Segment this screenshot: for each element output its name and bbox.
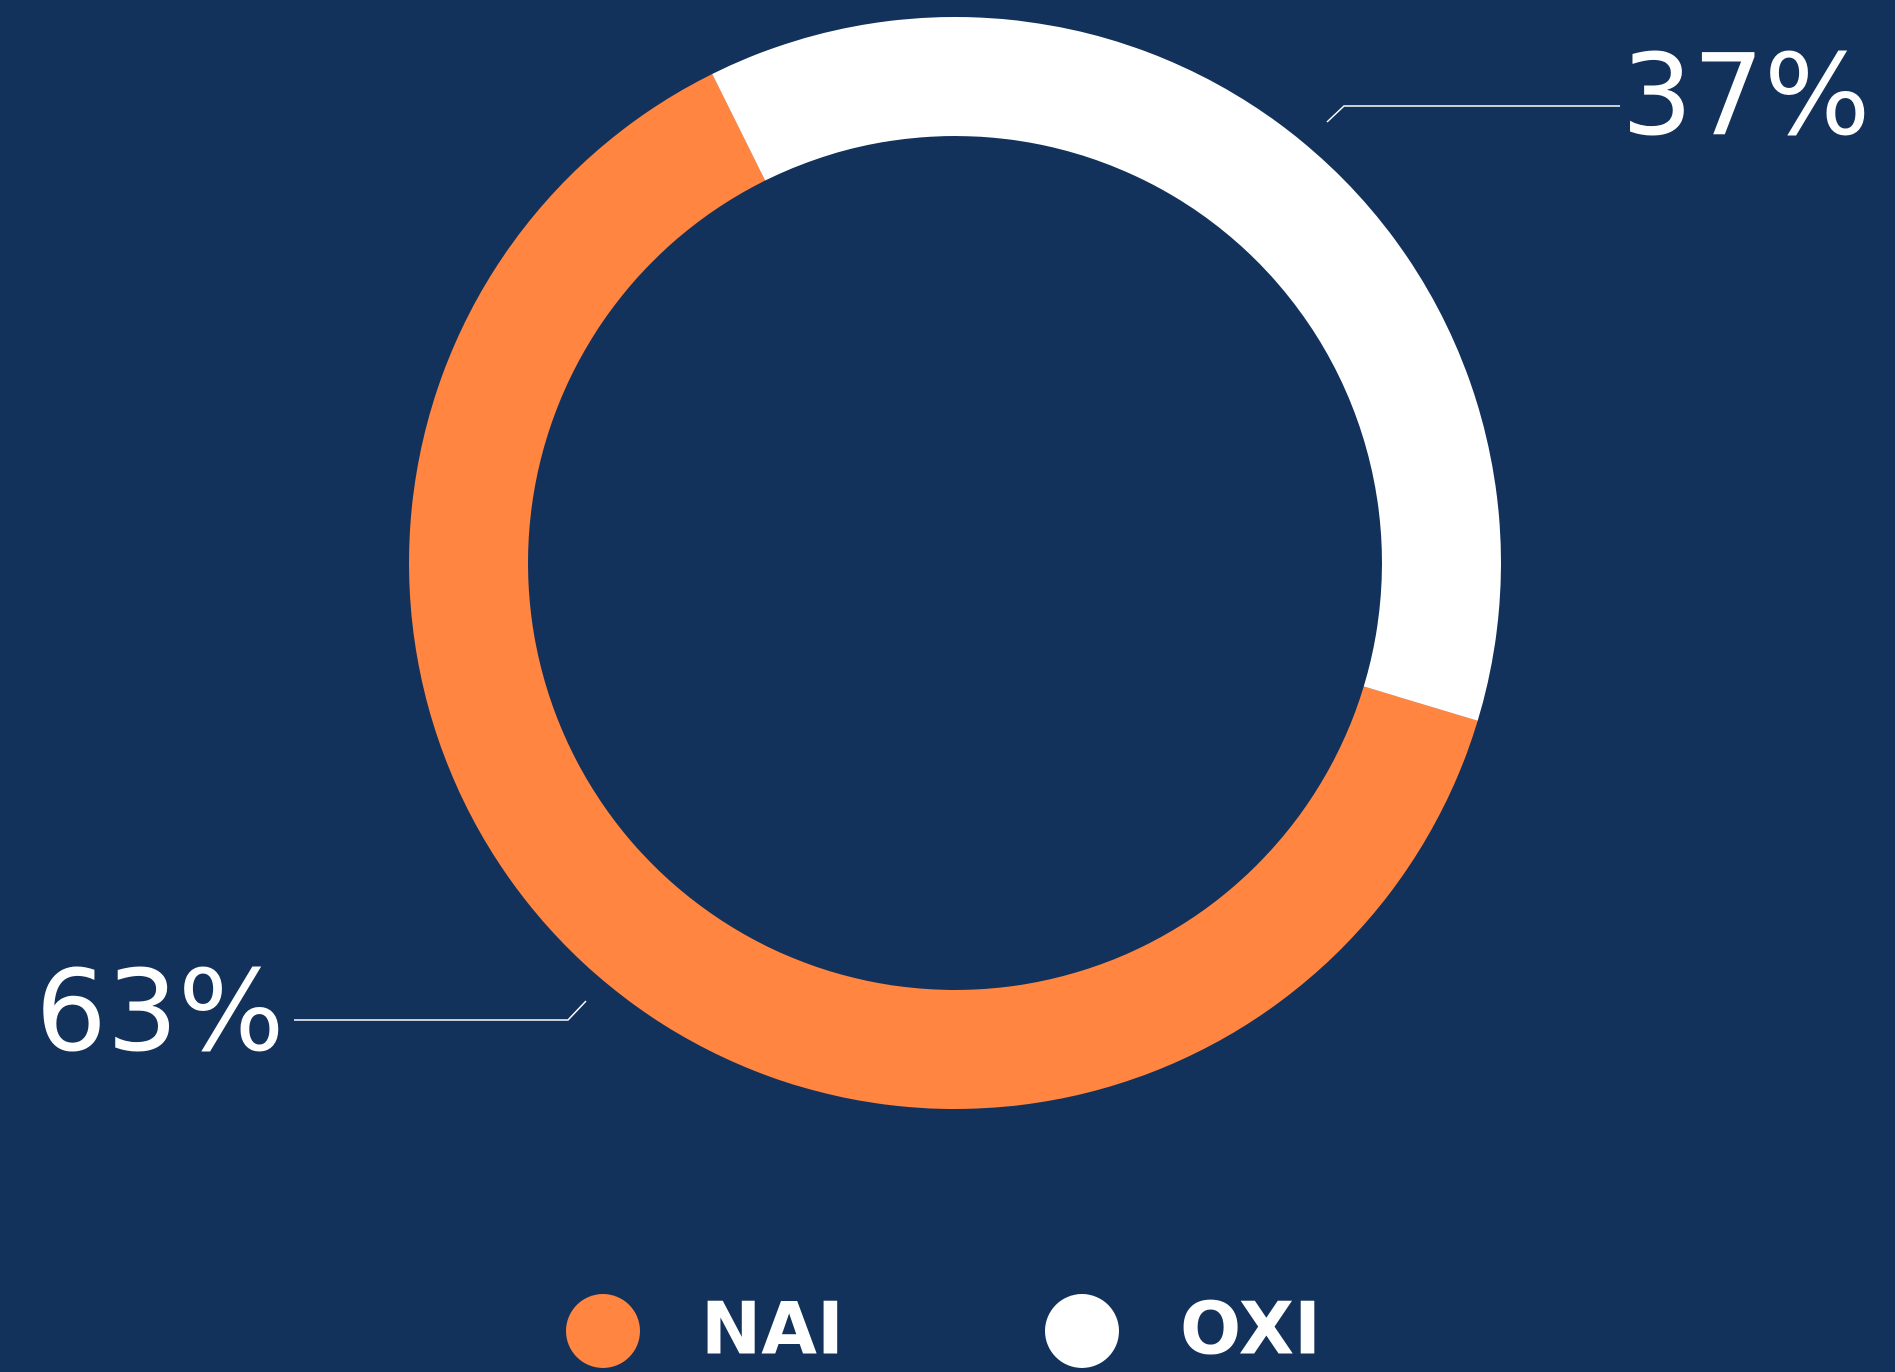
legend-label: NAI — [701, 1287, 844, 1371]
legend-label: OXI — [1180, 1287, 1321, 1371]
leader-line — [294, 1000, 587, 1021]
slice — [712, 17, 1501, 721]
value-label: 63% — [36, 947, 285, 1077]
legend-swatch — [566, 1294, 640, 1368]
value-label: 37% — [1622, 31, 1871, 161]
legend-swatch — [1045, 1294, 1119, 1368]
leader-line — [1326, 105, 1620, 123]
